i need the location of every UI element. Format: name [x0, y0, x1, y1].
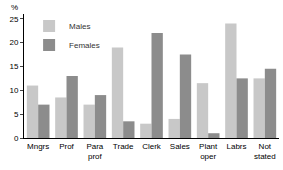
svg-text:Prof: Prof [59, 142, 74, 151]
svg-text:0: 0 [14, 134, 19, 143]
svg-text:10: 10 [9, 86, 18, 95]
svg-text:Females: Females [69, 41, 100, 50]
svg-text:%: % [11, 3, 18, 12]
svg-text:5: 5 [14, 110, 19, 119]
svg-text:Notstated: Notstated [254, 142, 276, 161]
svg-text:25: 25 [9, 15, 18, 24]
svg-text:Clerk: Clerk [142, 142, 162, 151]
svg-text:Labrs: Labrs [226, 142, 246, 151]
svg-text:20: 20 [9, 38, 18, 47]
svg-text:Mngrs: Mngrs [27, 142, 49, 151]
svg-text:Paraprof: Paraprof [86, 142, 103, 161]
svg-text:Sales: Sales [170, 142, 190, 151]
svg-text:15: 15 [9, 62, 18, 71]
svg-text:Males: Males [69, 22, 90, 31]
svg-text:Trade: Trade [113, 142, 134, 151]
svg-text:Plantoper: Plantoper [199, 142, 218, 161]
